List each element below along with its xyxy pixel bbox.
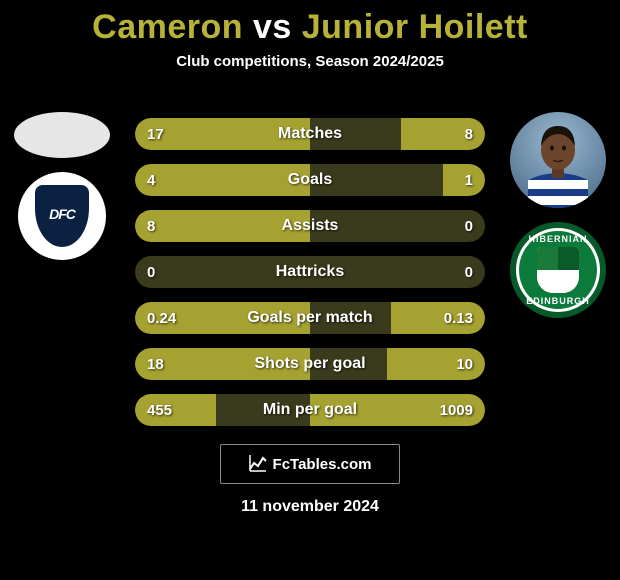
player2-avatar-icon — [510, 112, 606, 208]
branding-box: FcTables.com — [220, 444, 400, 484]
hibs-crest-bottom-text: EDINBURGH — [510, 296, 606, 306]
stat-row: 17Matches8 — [135, 118, 485, 150]
stat-label: Matches — [135, 125, 485, 143]
stat-label: Shots per goal — [135, 355, 485, 373]
dundee-shield-icon: DFC — [35, 185, 89, 247]
stat-value-right: 10 — [456, 356, 473, 373]
player1-club-crest: DFC — [18, 172, 106, 260]
subtitle: Club competitions, Season 2024/2025 — [0, 53, 620, 70]
stat-row: 455Min per goal1009 — [135, 394, 485, 426]
stat-row: 8Assists0 — [135, 210, 485, 242]
stat-row: 4Goals1 — [135, 164, 485, 196]
player2-avatar — [510, 112, 606, 208]
dundee-crest-text: DFC — [49, 206, 75, 222]
title-vs: vs — [253, 8, 292, 46]
stat-label: Assists — [135, 217, 485, 235]
player1-avatar-placeholder — [14, 112, 110, 158]
title-player1: Cameron — [92, 8, 243, 46]
stat-value-right: 1 — [465, 172, 473, 189]
stat-row: 0Hattricks0 — [135, 256, 485, 288]
stat-label: Hattricks — [135, 263, 485, 281]
comparison-title: Cameron vs Junior Hoilett — [0, 0, 620, 47]
hibs-crest-top-text: HIBERNIAN — [510, 234, 606, 244]
right-player-column: HIBERNIAN EDINBURGH — [508, 112, 608, 318]
stat-value-right: 0 — [465, 218, 473, 235]
stat-value-right: 0 — [465, 264, 473, 281]
stat-row: 0.24Goals per match0.13 — [135, 302, 485, 334]
infographic-date: 11 november 2024 — [0, 498, 620, 516]
player2-club-crest: HIBERNIAN EDINBURGH — [510, 222, 606, 318]
stat-row: 18Shots per goal10 — [135, 348, 485, 380]
left-player-column: DFC — [12, 112, 112, 260]
branding-text: FcTables.com — [273, 456, 372, 473]
stat-value-right: 1009 — [440, 402, 473, 419]
stat-label: Min per goal — [135, 401, 485, 419]
stat-label: Goals — [135, 171, 485, 189]
comparison-stats: 17Matches84Goals18Assists00Hattricks00.2… — [135, 118, 485, 426]
stat-label: Goals per match — [135, 309, 485, 327]
fctables-logo-icon — [249, 454, 267, 475]
stat-value-right: 8 — [465, 126, 473, 143]
stat-value-right: 0.13 — [444, 310, 473, 327]
title-player2: Junior Hoilett — [302, 8, 528, 46]
